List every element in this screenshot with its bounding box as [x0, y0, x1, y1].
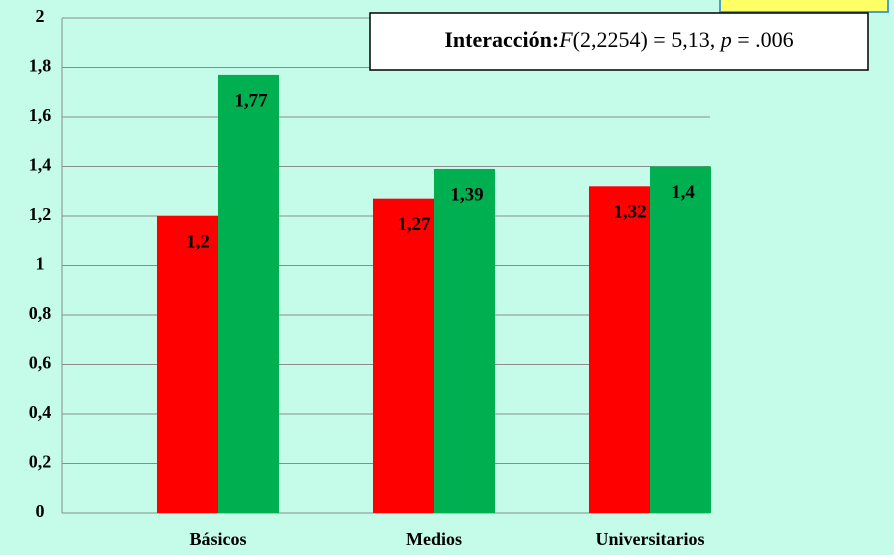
annotation-part: = .006 [732, 27, 794, 52]
bar [373, 198, 434, 514]
value-label: 1,2 [186, 231, 210, 252]
annotation-part: Interacción: [444, 27, 559, 52]
y-tick-label: 0,6 [29, 353, 52, 373]
value-label: 1,32 [613, 202, 646, 223]
y-tick-label: 1,8 [29, 56, 52, 76]
annotation: Interacción:F(2,2254) = 5,13, p = .006 [444, 27, 793, 52]
y-tick-label: 0 [36, 501, 45, 521]
y-tick-label: 0,8 [29, 303, 52, 323]
y-tick-label: 1,6 [29, 105, 52, 125]
bar [434, 168, 495, 513]
y-tick-label: 0,2 [29, 452, 52, 472]
y-tick-label: 1 [36, 254, 45, 274]
annotation-part: p [719, 27, 732, 52]
y-tick-label: 1,4 [29, 155, 52, 175]
annotation-box [369, 12, 869, 71]
annotation-part: F [558, 27, 573, 52]
bar [589, 186, 650, 514]
value-label: 1,39 [450, 184, 483, 205]
y-tick-label: 1,2 [29, 204, 52, 224]
y-tick-label: 2 [36, 6, 45, 26]
value-label: 1,27 [397, 214, 431, 235]
bar [218, 74, 279, 514]
annotation-part: (2,2254) = 5,13, [573, 27, 721, 52]
x-tick-label: Medios [406, 529, 462, 549]
bar [650, 166, 711, 513]
x-tick-label: Universitarios [596, 529, 705, 549]
x-tick-label: Básicos [189, 529, 246, 549]
bar [157, 216, 218, 513]
y-tick-label: 0,4 [29, 402, 52, 422]
corner-box [719, 0, 889, 13]
value-label: 1,77 [234, 90, 268, 111]
value-label: 1,4 [671, 182, 695, 203]
